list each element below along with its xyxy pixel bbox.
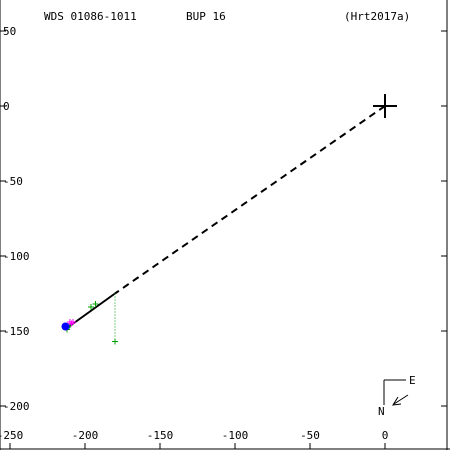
x-tick-label: -50 bbox=[300, 429, 320, 442]
measurement-magenta bbox=[67, 319, 73, 325]
compass-east-label: E bbox=[409, 374, 416, 387]
compass-arrow-head bbox=[392, 396, 402, 406]
header-star-name: BUP 16 bbox=[186, 10, 226, 23]
y-tick-label: -200 bbox=[3, 400, 30, 413]
measurement-green bbox=[92, 301, 99, 307]
latest-position-dot bbox=[61, 322, 70, 331]
x-tick-label: -150 bbox=[147, 429, 174, 442]
x-tick-label: -200 bbox=[72, 429, 99, 442]
compass-rose: E N bbox=[378, 374, 416, 418]
y-tick-label: 0 bbox=[3, 100, 10, 113]
compass-arrow-shaft bbox=[393, 394, 409, 405]
tick-layer: -250 -200 -150 -100 -50 0 50 0 -50 -100 -150 -200 bbox=[0, 25, 447, 449]
measurement-green bbox=[112, 338, 118, 345]
x-tick-label: -250 bbox=[0, 429, 23, 442]
y-tick-label: -150 bbox=[3, 325, 30, 338]
x-tick-label: -100 bbox=[222, 429, 249, 442]
x-tick-label: 0 bbox=[382, 429, 389, 442]
measurement-green bbox=[88, 304, 94, 310]
orbit-dashed-path bbox=[114, 105, 386, 295]
y-tick-label: -50 bbox=[3, 175, 23, 188]
y-tick-label: -100 bbox=[3, 250, 30, 263]
measurement-points bbox=[61, 301, 118, 345]
header-reference: (Hrt2017a) bbox=[344, 10, 410, 23]
y-tick-label: 50 bbox=[3, 25, 16, 38]
header-wds-id: WDS 01086-1011 bbox=[44, 10, 137, 23]
compass-north-label: N bbox=[378, 405, 385, 418]
